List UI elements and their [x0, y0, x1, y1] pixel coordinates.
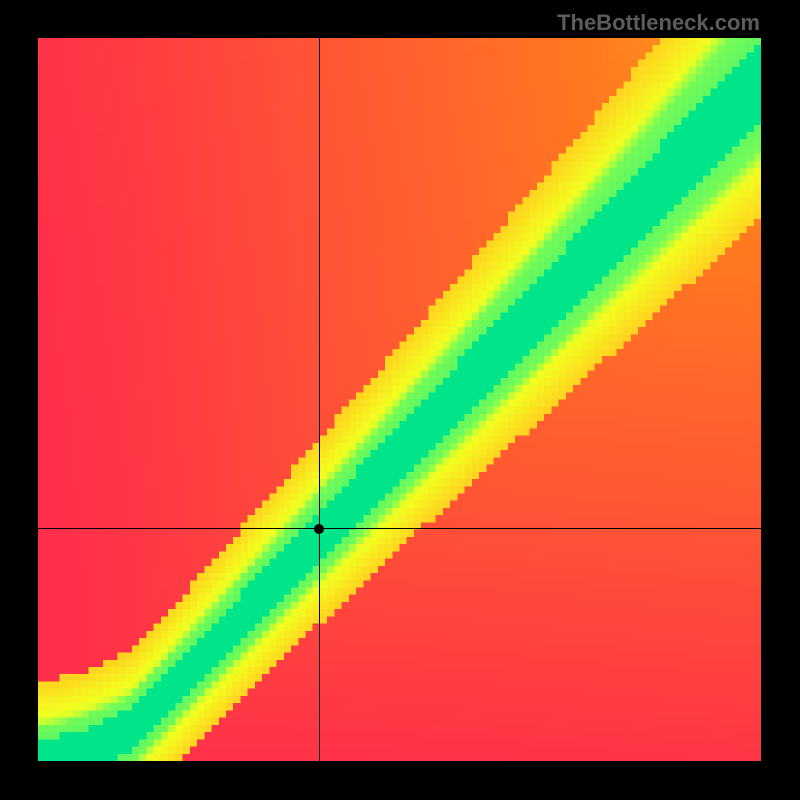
data-point [314, 524, 324, 534]
chart-container: TheBottleneck.com [0, 0, 800, 800]
crosshair-horizontal [38, 528, 761, 529]
crosshair-vertical [319, 38, 320, 761]
heatmap-canvas [38, 38, 761, 761]
watermark-text: TheBottleneck.com [557, 10, 760, 36]
